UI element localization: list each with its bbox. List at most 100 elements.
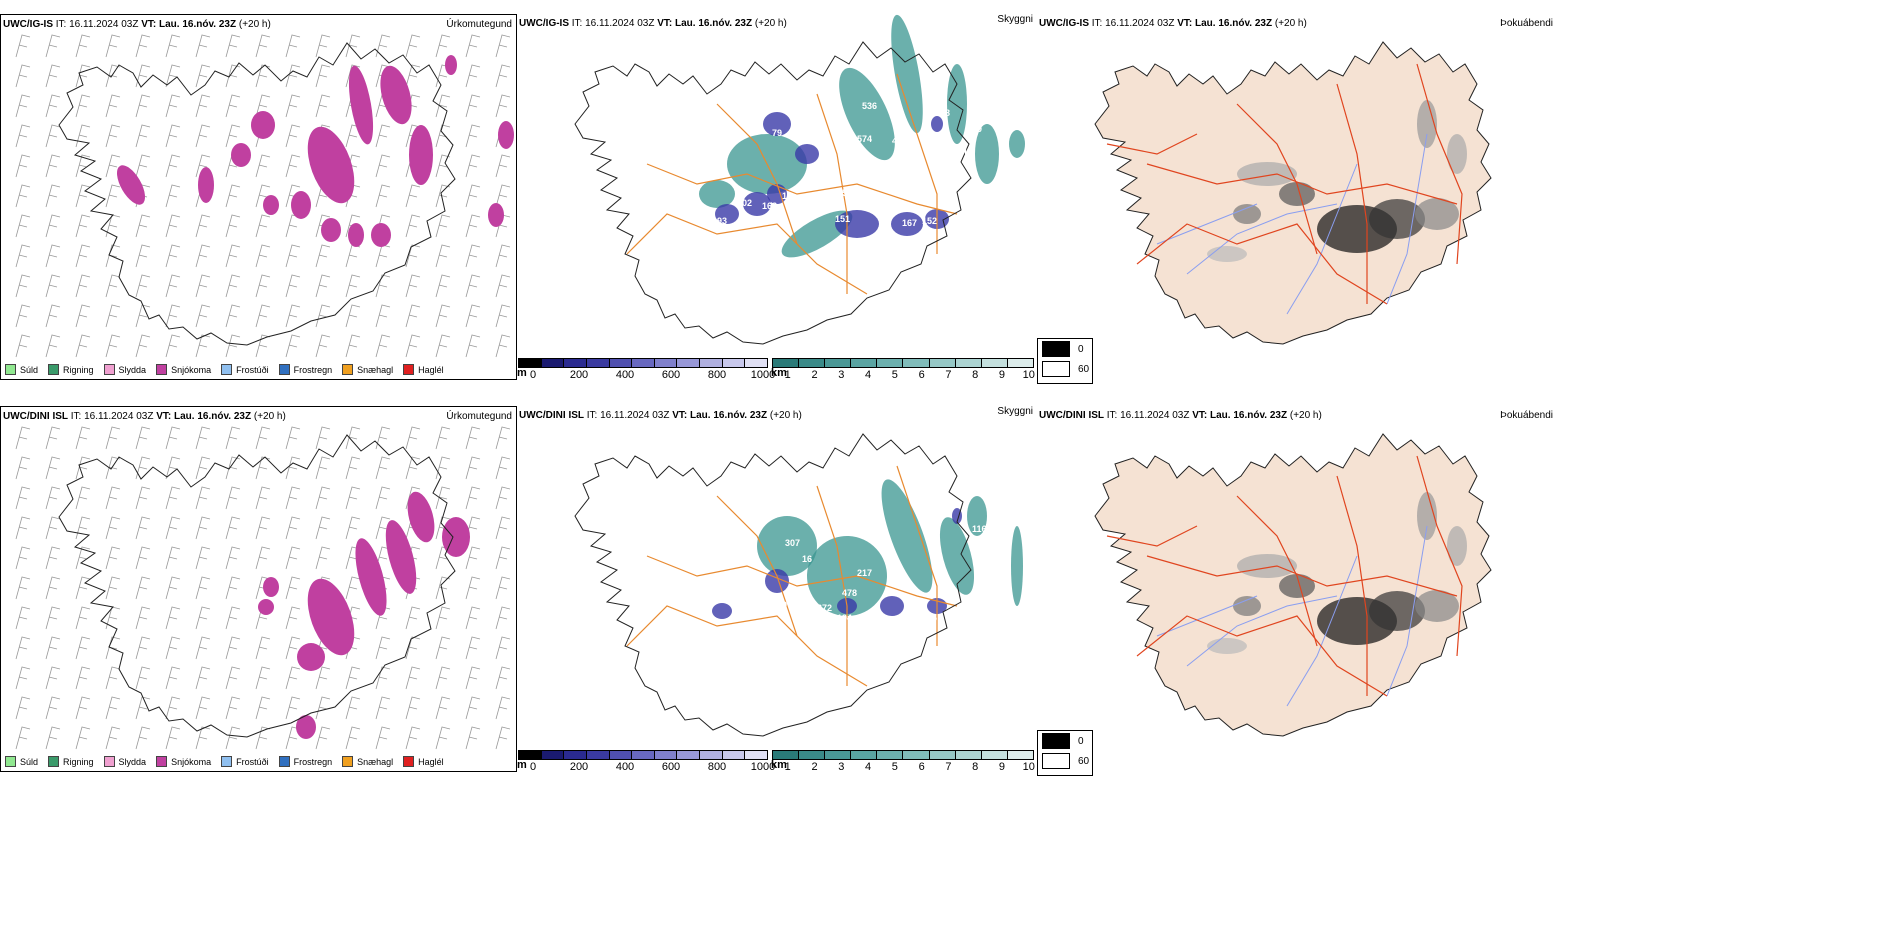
wind-barb — [225, 274, 241, 298]
visibility-area — [967, 496, 987, 536]
fog-legend-row: 0 — [1038, 339, 1092, 359]
wind-barb — [255, 726, 271, 750]
legend-swatch — [342, 756, 354, 767]
colorbar-tick: 3 — [838, 761, 845, 773]
wind-barb — [45, 274, 61, 298]
wind-barb — [285, 516, 301, 540]
wind-barb — [255, 154, 271, 178]
wind-barb — [435, 486, 451, 510]
colorbar-cell — [677, 751, 701, 759]
wind-barb — [285, 274, 301, 298]
wind-barb — [315, 334, 331, 358]
panel-title: Þokuábendi — [1500, 410, 1553, 421]
wind-barb — [465, 274, 481, 298]
wind-barb — [135, 34, 151, 58]
wind-barb — [75, 304, 91, 328]
wind-barb — [345, 486, 361, 510]
wind-barb — [435, 124, 451, 148]
legend-item: Frostregn — [278, 756, 332, 767]
colorbar-cell — [632, 751, 655, 759]
wind-barb — [75, 486, 91, 510]
wind-barb — [105, 274, 121, 298]
legend-swatch — [342, 364, 354, 375]
ceiling-area — [931, 116, 943, 132]
wind-barb — [345, 244, 361, 268]
wind-barb — [285, 124, 301, 148]
colorbar-tick: 1 — [784, 761, 791, 773]
colorbar-tick: 8 — [972, 369, 979, 381]
legend-swatch — [5, 756, 16, 767]
wind-barb — [495, 636, 511, 660]
wind-barb — [135, 576, 151, 600]
wind-barb — [135, 214, 151, 238]
wind-barb — [105, 486, 121, 510]
wind-barb — [195, 304, 211, 328]
ceiling-label: 592 — [842, 188, 857, 198]
wind-barb — [165, 666, 181, 690]
ceiling-label: 974 — [927, 84, 942, 94]
wind-barb — [285, 34, 301, 58]
fog-areas — [1207, 492, 1467, 654]
wind-barb — [435, 94, 451, 118]
ceiling-label: 116 — [972, 524, 987, 534]
colorbar-cell — [654, 359, 678, 367]
ceiling-unit: m — [517, 367, 527, 379]
snow-area — [442, 517, 470, 557]
colorbar-tick: 200 — [569, 369, 589, 381]
colorbar-cell — [519, 359, 542, 367]
wind-barb — [135, 456, 151, 480]
wind-barb — [255, 666, 271, 690]
fog-area — [1279, 182, 1315, 206]
ceiling-label: 307 — [785, 538, 800, 548]
wind-barb — [345, 426, 361, 450]
wind-barb — [315, 426, 331, 450]
colorbar-cell — [586, 359, 610, 367]
wind-barb — [465, 94, 481, 118]
wind-barb — [375, 486, 391, 510]
wind-barb — [255, 244, 271, 268]
wind-barb — [15, 636, 31, 660]
wind-barb — [495, 244, 511, 268]
wind-barb — [375, 304, 391, 328]
wind-barb — [225, 606, 241, 630]
road — [1416, 63, 1463, 265]
legend-item: Haglél — [403, 364, 444, 375]
wind-barb — [75, 184, 91, 208]
wind-barbs — [15, 34, 511, 358]
ceiling-label: 316 — [857, 168, 872, 178]
wind-barb — [465, 34, 481, 58]
wind-barb — [405, 636, 421, 660]
wind-barb — [375, 124, 391, 148]
wind-barb — [195, 244, 211, 268]
wind-barb — [135, 546, 151, 570]
wind-barb — [75, 214, 91, 238]
fog-area — [1415, 198, 1459, 230]
road — [646, 555, 958, 607]
panel-header: UWC/DINI ISL IT: 16.11.2024 03Z VT: Lau.… — [1039, 410, 1322, 421]
wind-barb — [105, 334, 121, 358]
wind-barb — [45, 426, 61, 450]
colorbar-cell — [773, 359, 800, 367]
legend-label: Frostregn — [293, 364, 333, 375]
visibility-area — [757, 516, 817, 576]
colorbar-tick: 8 — [972, 761, 979, 773]
wind-barb — [255, 214, 271, 238]
wind-barb — [165, 334, 181, 358]
road — [716, 103, 798, 245]
snow-area — [263, 577, 279, 597]
wind-barb — [45, 214, 61, 238]
precip-legend: Súld Rigning Slydda Snjókoma Frostúði Frostre… — [5, 364, 454, 375]
wind-barb — [15, 124, 31, 148]
wind-barb — [75, 696, 91, 720]
fog-area — [1417, 100, 1437, 148]
fog-legend: 0 60 — [1037, 730, 1093, 776]
road — [1106, 133, 1198, 155]
legend-swatch — [48, 756, 60, 767]
wind-barb — [315, 516, 331, 540]
wind-barb — [165, 64, 181, 88]
wind-barb — [435, 426, 451, 450]
precip-panel-2: UWC/DINI ISL IT: 16.11.2024 03Z VT: Lau.… — [0, 406, 517, 772]
wind-barb — [135, 486, 151, 510]
colorbar-cell — [632, 359, 655, 367]
fog-legend-label: 0 — [1078, 343, 1084, 355]
